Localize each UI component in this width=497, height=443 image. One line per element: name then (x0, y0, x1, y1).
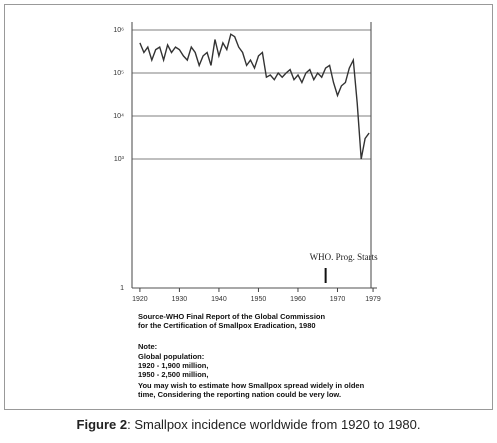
chart: 1 10³ 10⁴ 10⁵ 10⁶ 1920 1930 1940 1950 1960 1970 197… (113, 22, 381, 303)
note-line: You may wish to estimate how Smallpox sp… (138, 381, 365, 390)
note-line: Source-WHO Final Report of the Global Co… (138, 312, 326, 321)
y-tick-label: 10⁴ (113, 113, 124, 120)
note-line: Global population: (138, 352, 205, 361)
data-line (139, 33, 370, 160)
figure-frame (4, 4, 493, 410)
note-line: 1950 - 2,500 million, (138, 370, 209, 379)
y-tick-label: 10³ (114, 156, 125, 163)
x-tick-label: 1920 (132, 296, 148, 303)
y-tick-label: 10⁵ (113, 70, 124, 77)
caption-text: : Smallpox incidence worldwide from 1920… (127, 417, 421, 432)
caption-label: Figure 2 (76, 417, 128, 432)
y-tick-label: 10⁶ (113, 27, 124, 34)
x-tick-label: 1940 (211, 296, 227, 303)
note-line: Note: (138, 342, 158, 351)
x-tick-label: 1960 (290, 296, 306, 303)
x-tick-label: 1979 (365, 296, 381, 303)
x-tick-label: 1930 (172, 296, 188, 303)
note-line: for the Certification of Smallpox Eradic… (138, 321, 316, 330)
note-line: time, Considering the reporting nation c… (138, 390, 342, 399)
x-tick-label: 1950 (251, 296, 267, 303)
y-tick-label: 1 (120, 285, 124, 292)
annotation: WHO. Prog. Starts (310, 252, 378, 262)
note-line: 1920 - 1,900 million, (138, 361, 209, 370)
x-tick-label: 1970 (330, 296, 346, 303)
caption: Figure 2: Smallpox incidence worldwide f… (0, 417, 497, 432)
